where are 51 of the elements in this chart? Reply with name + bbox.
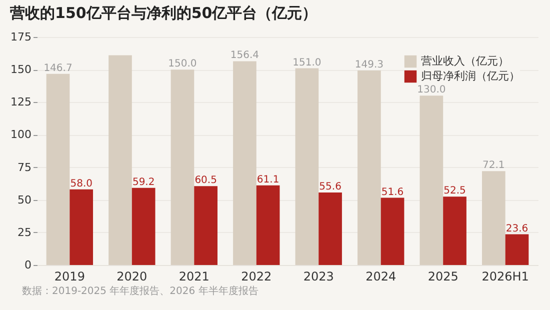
bar <box>233 61 256 265</box>
data-label: 150.0 <box>168 58 197 70</box>
x-tick-label: 2022 <box>241 270 272 284</box>
bar <box>318 192 342 265</box>
y-tick-label: 0 <box>24 258 32 272</box>
y-tick-label: 75 <box>18 160 32 174</box>
data-label: 51.6 <box>381 186 404 198</box>
x-tick-label: 2020 <box>116 270 148 284</box>
x-tick-label: 2023 <box>303 270 334 284</box>
y-tick-label: 150 <box>10 63 32 76</box>
data-label: 146.7 <box>44 62 72 74</box>
x-tick-label: 2026H1 <box>482 270 529 284</box>
bar <box>505 234 529 265</box>
data-label: 52.5 <box>444 186 466 197</box>
data-label: 156.4 <box>230 50 260 62</box>
data-label: 55.6 <box>319 182 342 193</box>
bar <box>256 185 280 265</box>
bar <box>70 189 94 265</box>
data-label: 58.0 <box>70 178 92 190</box>
data-label: 149.3 <box>354 59 384 70</box>
x-tick-label: 2021 <box>178 270 210 284</box>
chart-title: 营收的150亿平台与净利的50亿平台（亿元） <box>9 4 318 22</box>
y-tick-label: 50 <box>18 193 32 206</box>
data-label: 151.0 <box>292 57 322 68</box>
bar <box>358 70 381 265</box>
x-tick-label: 2024 <box>366 270 396 284</box>
bar <box>170 70 194 265</box>
bar <box>295 68 319 265</box>
bar <box>194 186 218 265</box>
data-label: 130.0 <box>417 84 446 96</box>
y-tick-label: 25 <box>18 226 32 239</box>
data-label: 59.2 <box>132 176 155 188</box>
data-label: 60.5 <box>194 175 217 186</box>
x-tick-label: 2019 <box>54 270 85 284</box>
data-label: 23.6 <box>506 223 528 234</box>
bar <box>443 196 466 265</box>
bar <box>420 96 444 265</box>
x-tick-label: 2025 <box>428 270 458 284</box>
bar <box>132 188 156 265</box>
y-tick-label: 125 <box>10 96 32 109</box>
y-tick-label: 175 <box>10 30 32 44</box>
legend-label: 营业收入（亿元） <box>421 54 509 68</box>
legend-label: 归母净利润（亿元） <box>421 70 520 82</box>
bar <box>46 74 70 265</box>
bar <box>108 55 132 265</box>
text: 数据：2019-2025 年年度报告、2026 年半年度报告 <box>21 284 260 298</box>
y-tick-label: 100 <box>10 128 32 142</box>
bar <box>380 198 404 265</box>
bar <box>482 171 506 265</box>
data-label: 72.1 <box>482 160 505 172</box>
data-label: 61.1 <box>256 174 280 186</box>
